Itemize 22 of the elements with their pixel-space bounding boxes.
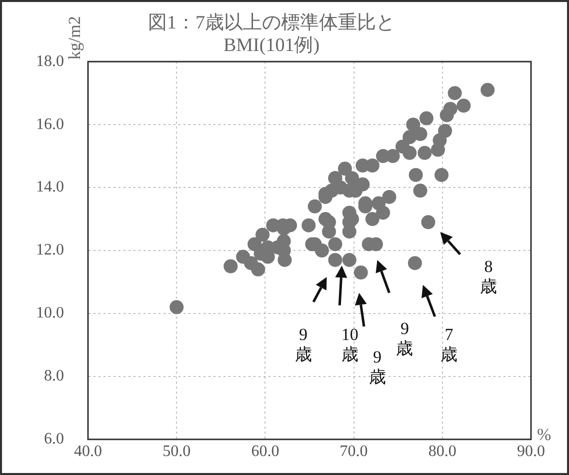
x-tick-label: 90.0 [517, 443, 545, 460]
annotation: 9 歳 [368, 347, 386, 386]
x-tick-label: 60.0 [251, 443, 280, 460]
y-tick-label: 16.0 [36, 116, 64, 133]
x-tick-label: 70.0 [340, 443, 368, 460]
y-tick-label: 18.0 [36, 52, 64, 70]
y-tick-label: 8.0 [44, 368, 64, 385]
annotation: 7 歳 [440, 324, 458, 364]
chart-title: 図1：7歳以上の標準体重比と BMI(101例) [148, 12, 395, 56]
y-tick-label: 10.0 [36, 304, 64, 322]
annotation: 9 歳 [294, 324, 312, 364]
annotation: 9 歳 [396, 319, 414, 358]
y-tick-label: 12.0 [36, 242, 64, 259]
annotation: 10 歳 [341, 324, 358, 364]
y-axis-title: kg/m2 [64, 16, 84, 60]
y-tick-label: 6.0 [44, 430, 64, 448]
x-axis-title: % [537, 424, 552, 444]
annotation: 8 歳 [480, 257, 497, 296]
x-tick-label: 40.0 [74, 443, 102, 460]
y-tick-label: 14.0 [36, 178, 64, 196]
x-tick-label: 80.0 [428, 443, 456, 460]
x-tick-label: 50.0 [162, 443, 191, 460]
